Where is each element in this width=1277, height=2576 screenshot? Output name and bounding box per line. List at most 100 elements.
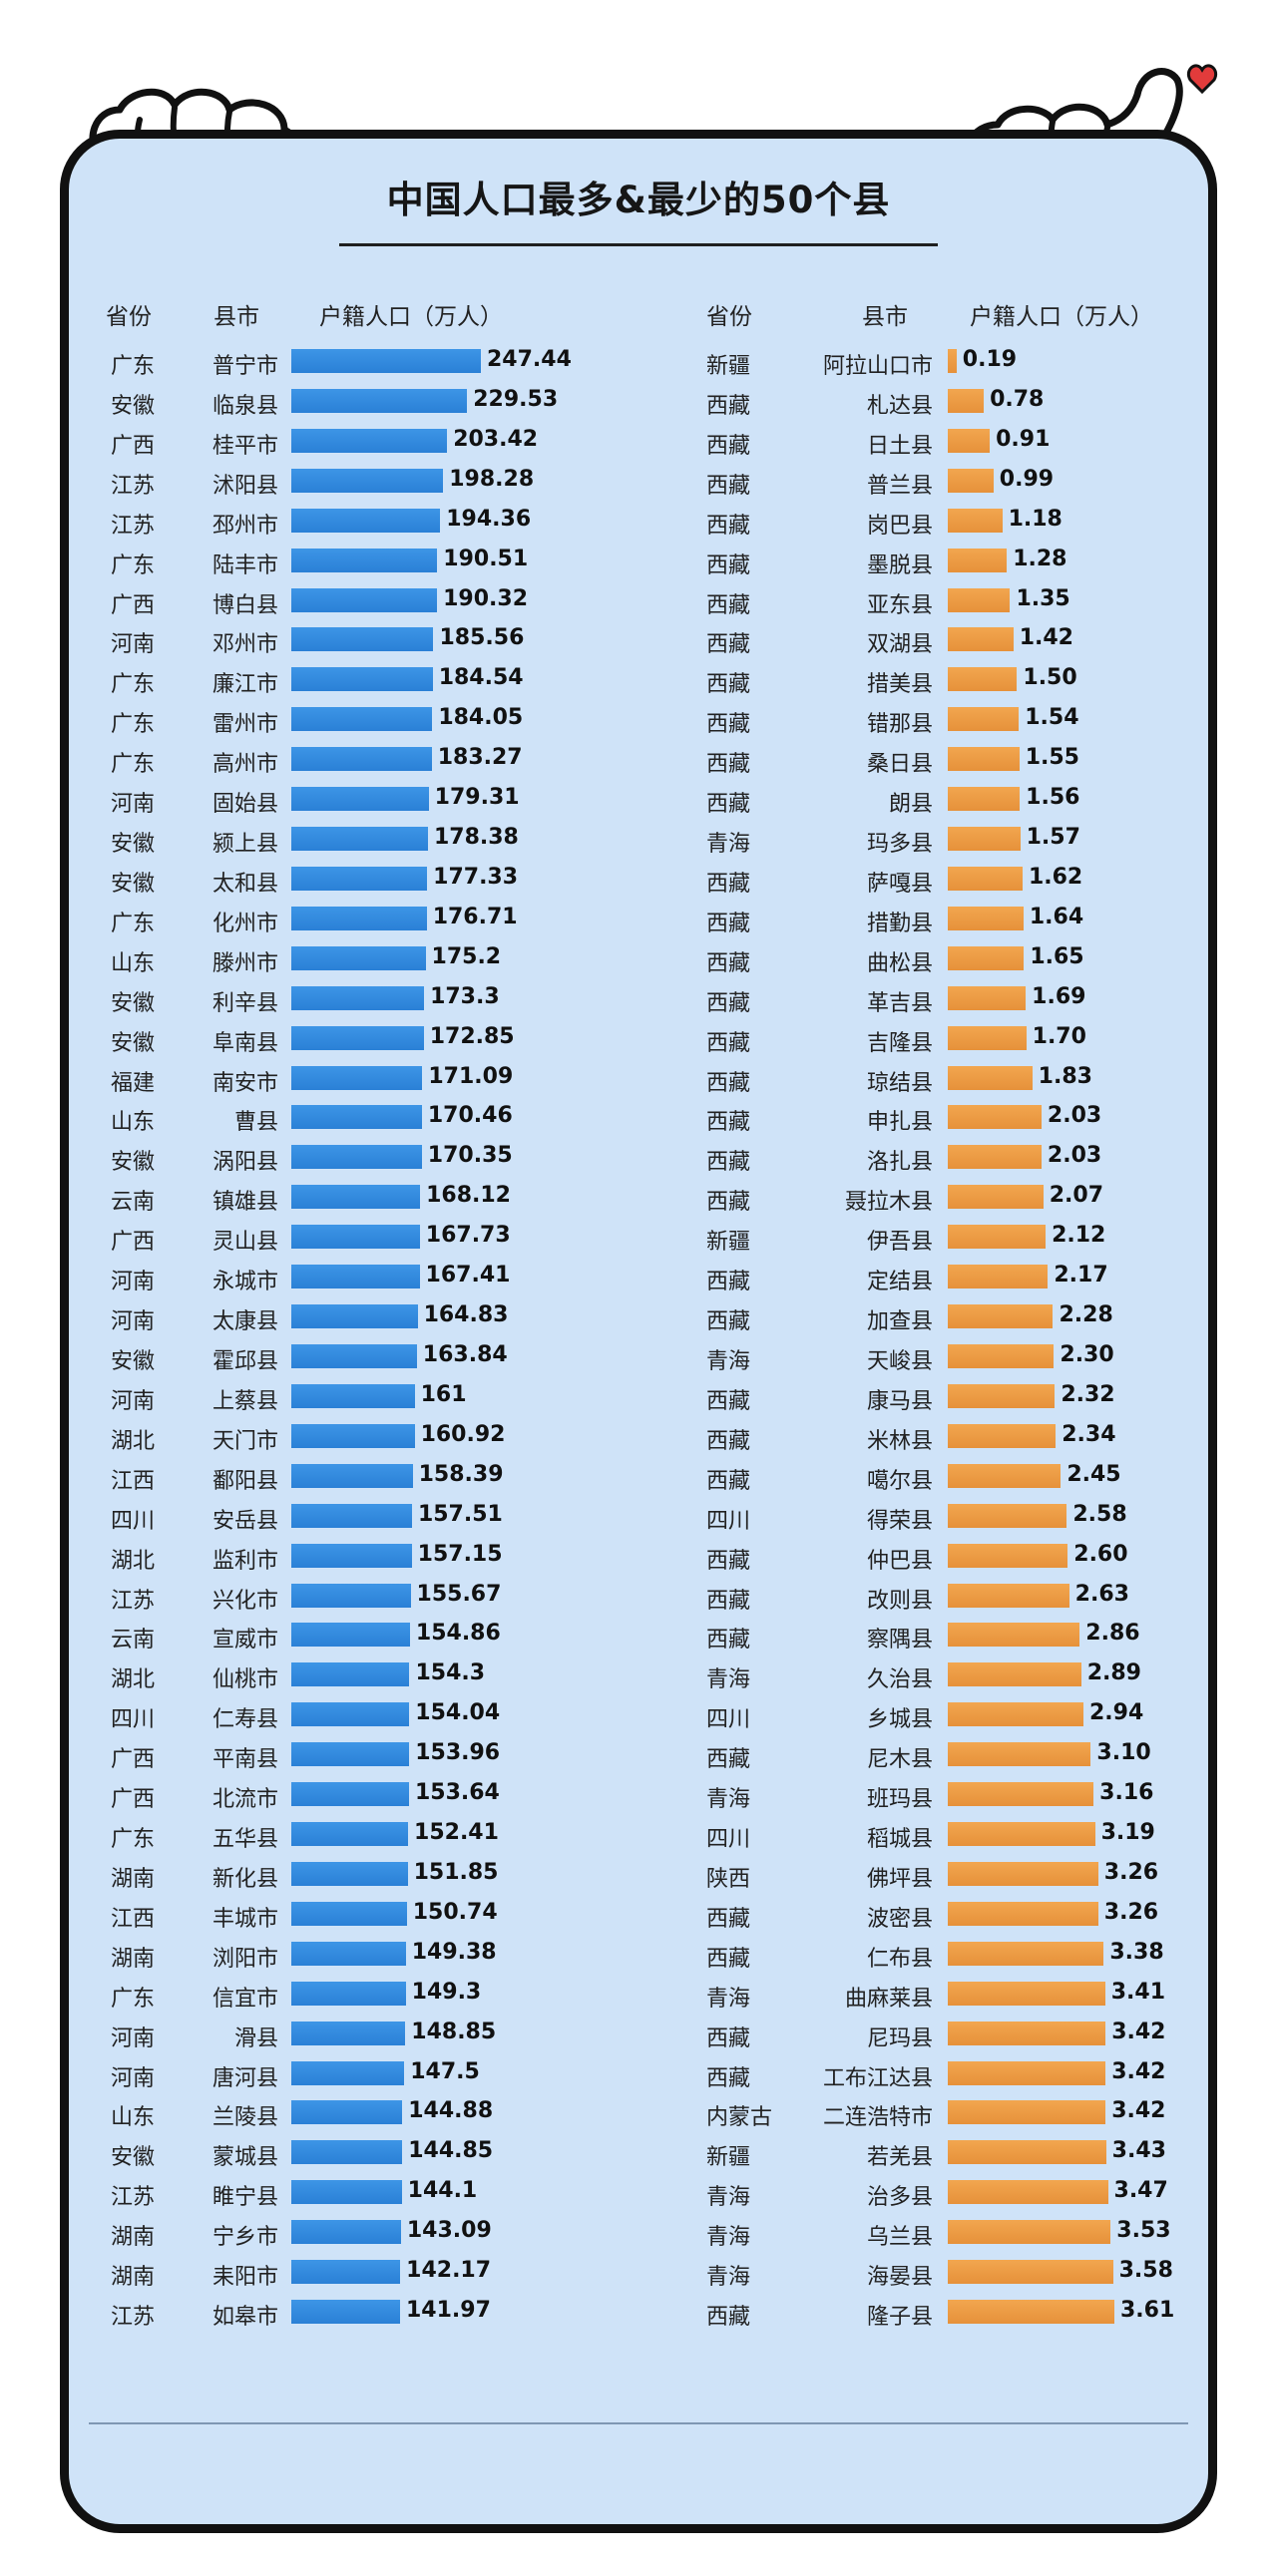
population-bar [291, 1025, 424, 1050]
province-label: 安徽 [111, 1349, 156, 1374]
province-label: 西藏 [706, 672, 751, 698]
population-value: 142.17 [406, 2258, 492, 2284]
province-label: 河南 [111, 1388, 156, 1414]
population-bar [948, 1822, 1095, 1847]
population-bar [291, 2021, 406, 2045]
county-label: 普兰县 [866, 473, 933, 499]
county-label: 治多县 [866, 2185, 933, 2211]
county-label: 宣威市 [212, 1628, 278, 1654]
population-value: 148.85 [411, 2019, 497, 2044]
county-label: 佛坪县 [866, 1866, 933, 1892]
population-bar [291, 428, 448, 453]
province-label: 新疆 [706, 354, 751, 379]
province-label: 青海 [706, 1787, 751, 1813]
population-value: 168.12 [426, 1183, 511, 1209]
population-bar [291, 1822, 409, 1847]
population-value: 194.36 [446, 506, 532, 532]
population-value: 164.83 [423, 1302, 509, 1328]
population-value: 184.54 [438, 665, 524, 691]
population-value: 0.99 [999, 466, 1055, 492]
population-bar [291, 1225, 420, 1250]
province-label: 西藏 [706, 911, 751, 936]
province-label: 四川 [706, 1707, 751, 1733]
county-label: 如皋市 [212, 2305, 278, 2331]
province-label: 安徽 [111, 2145, 156, 2171]
population-value: 2.03 [1047, 1143, 1102, 1169]
county-label: 双湖县 [866, 632, 933, 658]
county-label: 固始县 [212, 792, 278, 818]
population-value: 149.38 [411, 1939, 497, 1965]
province-label: 青海 [706, 2265, 751, 2291]
population-value: 0.91 [996, 426, 1051, 452]
province-label: 江苏 [111, 473, 156, 499]
population-bar [291, 985, 425, 1010]
population-bar [291, 2220, 401, 2245]
population-bar [291, 667, 433, 692]
population-value: 2.07 [1049, 1183, 1104, 1209]
county-label: 太和县 [212, 871, 278, 897]
county-label: 朗县 [888, 792, 933, 818]
population-value: 1.28 [1013, 546, 1067, 571]
population-bar [948, 2260, 1113, 2285]
county-label: 仙桃市 [212, 1667, 278, 1693]
province-label: 河南 [111, 1270, 156, 1295]
population-value: 173.3 [430, 983, 500, 1009]
province-label: 西藏 [706, 2025, 751, 2051]
population-value: 3.61 [1120, 2298, 1175, 2324]
county-label: 仲巴县 [866, 1548, 933, 1574]
province-label: 江苏 [111, 513, 156, 539]
population-value: 177.33 [433, 864, 519, 890]
county-label: 阿拉山口市 [822, 354, 933, 379]
province-label: 广东 [111, 911, 156, 936]
population-value: 2.17 [1054, 1263, 1108, 1288]
population-bar [291, 1463, 413, 1488]
population-value: 154.86 [415, 1621, 501, 1647]
population-bar [948, 1782, 1094, 1807]
population-value: 1.35 [1016, 585, 1070, 611]
population-value: 185.56 [439, 625, 525, 651]
population-bar [291, 1265, 420, 1289]
county-label: 曹县 [233, 1110, 278, 1136]
population-value: 3.38 [1109, 1939, 1164, 1965]
county-label: 曲松县 [866, 950, 933, 976]
right-header-county: 县市 [862, 304, 908, 330]
population-bar [948, 2220, 1111, 2245]
province-label: 西藏 [706, 752, 751, 778]
population-value: 144.1 [407, 2178, 478, 2204]
province-label: 青海 [706, 1667, 751, 1693]
province-label: 西藏 [706, 2305, 751, 2331]
population-bar [948, 2180, 1108, 2205]
population-value: 2.12 [1052, 1223, 1106, 1249]
population-value: 144.85 [408, 2138, 494, 2164]
population-bar [948, 866, 1023, 891]
county-label: 利辛县 [212, 990, 278, 1016]
province-label: 西藏 [706, 1190, 751, 1216]
population-bar [948, 508, 1003, 533]
population-value: 2.89 [1086, 1660, 1141, 1686]
population-bar [291, 1623, 410, 1648]
province-label: 山东 [111, 950, 156, 976]
county-label: 廉江市 [212, 672, 278, 698]
population-value: 3.42 [1111, 2098, 1166, 2124]
population-value: 2.30 [1060, 1342, 1114, 1367]
province-label: 西藏 [706, 1548, 751, 1574]
county-label: 札达县 [866, 393, 933, 419]
province-label: 江苏 [111, 2305, 156, 2331]
population-bar [948, 1463, 1062, 1488]
province-label: 云南 [111, 1628, 156, 1654]
province-label: 西藏 [706, 393, 751, 419]
county-label: 信宜市 [212, 1986, 278, 2012]
province-label: 青海 [706, 832, 751, 858]
population-value: 3.41 [1110, 1979, 1166, 2005]
chart-card [60, 130, 1217, 2533]
population-value: 2.45 [1066, 1461, 1121, 1487]
province-label: 西藏 [706, 513, 751, 539]
left-header-county: 县市 [213, 304, 259, 330]
population-value: 3.16 [1099, 1780, 1154, 1806]
province-label: 四川 [111, 1707, 156, 1733]
province-label: 江西 [111, 1468, 156, 1494]
province-label: 河南 [111, 632, 156, 658]
population-bar [948, 2140, 1106, 2165]
province-label: 新疆 [706, 1230, 751, 1256]
county-label: 洛扎县 [866, 1150, 933, 1176]
